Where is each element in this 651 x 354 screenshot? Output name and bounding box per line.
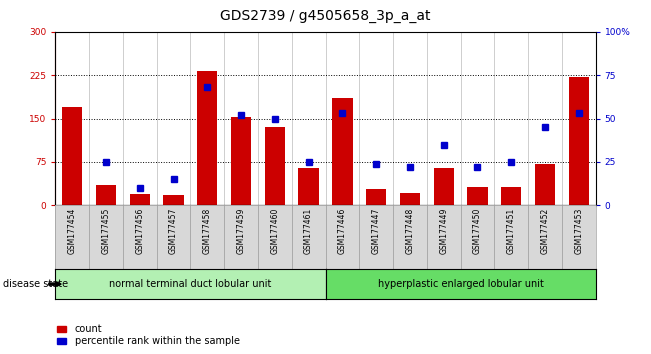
Text: normal terminal duct lobular unit: normal terminal duct lobular unit <box>109 279 271 289</box>
Text: GSM177459: GSM177459 <box>236 208 245 254</box>
Bar <box>130 194 150 205</box>
Bar <box>535 164 555 205</box>
Bar <box>96 185 116 205</box>
Bar <box>231 118 251 205</box>
Bar <box>197 71 217 205</box>
Text: GSM177451: GSM177451 <box>506 208 516 254</box>
Text: GDS2739 / g4505658_3p_a_at: GDS2739 / g4505658_3p_a_at <box>220 9 431 23</box>
Text: GSM177456: GSM177456 <box>135 208 145 254</box>
Text: GSM177447: GSM177447 <box>372 208 381 254</box>
Text: GSM177461: GSM177461 <box>304 208 313 254</box>
Text: GSM177448: GSM177448 <box>406 208 415 254</box>
Bar <box>265 127 285 205</box>
Text: percentile rank within the sample: percentile rank within the sample <box>75 336 240 346</box>
Text: GSM177458: GSM177458 <box>203 208 212 254</box>
Text: hyperplastic enlarged lobular unit: hyperplastic enlarged lobular unit <box>378 279 544 289</box>
Bar <box>569 77 589 205</box>
Text: GSM177446: GSM177446 <box>338 208 347 254</box>
Text: disease state: disease state <box>3 279 68 289</box>
Bar <box>163 195 184 205</box>
Text: GSM177453: GSM177453 <box>574 208 583 254</box>
Text: GSM177457: GSM177457 <box>169 208 178 254</box>
Text: GSM177455: GSM177455 <box>102 208 111 254</box>
Text: GSM177450: GSM177450 <box>473 208 482 254</box>
Bar <box>400 193 420 205</box>
Text: GSM177449: GSM177449 <box>439 208 448 254</box>
Bar <box>62 107 82 205</box>
Bar <box>332 98 353 205</box>
Text: count: count <box>75 324 102 333</box>
Bar <box>467 187 488 205</box>
Bar <box>299 168 319 205</box>
Bar <box>501 187 521 205</box>
Text: GSM177452: GSM177452 <box>540 208 549 254</box>
Bar <box>366 189 386 205</box>
Bar <box>434 168 454 205</box>
Text: GSM177460: GSM177460 <box>270 208 279 254</box>
Text: GSM177454: GSM177454 <box>68 208 77 254</box>
